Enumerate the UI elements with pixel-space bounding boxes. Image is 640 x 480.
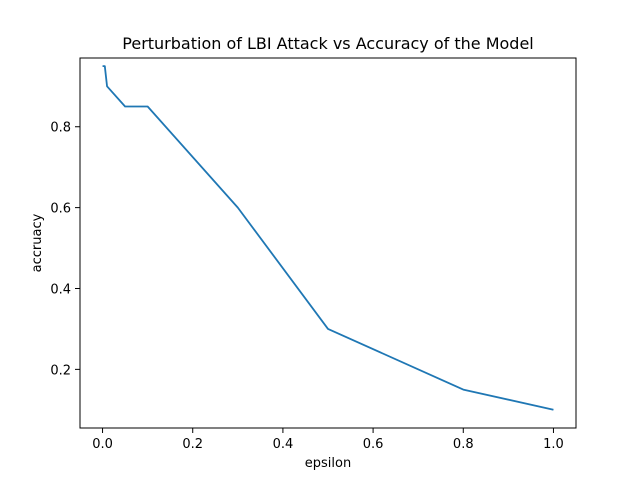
- x-tick-label: 0.6: [363, 437, 384, 452]
- x-tick-label: 0.8: [453, 437, 474, 452]
- x-axis: 0.0 0.2 0.4 0.6 0.8 1.0: [92, 428, 564, 452]
- y-tick-label: 0.4: [50, 282, 71, 297]
- series-layer: [102, 65, 554, 411]
- y-axis-label: accruacy: [30, 213, 45, 272]
- x-tick-label: 0.4: [273, 437, 294, 452]
- y-axis: 0.2 0.4 0.6 0.8: [50, 121, 80, 378]
- x-axis-label: epsilon: [305, 456, 351, 471]
- series-line: [102, 65, 554, 411]
- chart-title: Perturbation of LBI Attack vs Accuracy o…: [122, 34, 533, 53]
- x-tick-label: 0.0: [92, 437, 113, 452]
- plot-area-frame: [79, 57, 577, 429]
- y-tick-label: 0.2: [50, 363, 71, 378]
- x-tick-label: 0.2: [182, 437, 203, 452]
- y-tick-label: 0.6: [50, 202, 71, 217]
- y-tick-label: 0.8: [50, 121, 71, 136]
- x-tick-label: 1.0: [543, 437, 564, 452]
